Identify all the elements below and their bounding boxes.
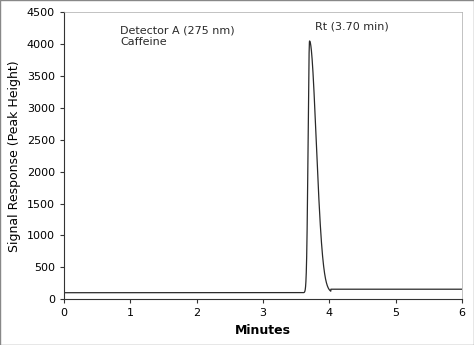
X-axis label: Minutes: Minutes: [235, 324, 291, 337]
Y-axis label: Signal Response (Peak Height): Signal Response (Peak Height): [9, 60, 21, 252]
Text: Detector A (275 nm)
Caffeine: Detector A (275 nm) Caffeine: [120, 25, 235, 47]
Text: Rt (3.70 min): Rt (3.70 min): [315, 21, 389, 31]
